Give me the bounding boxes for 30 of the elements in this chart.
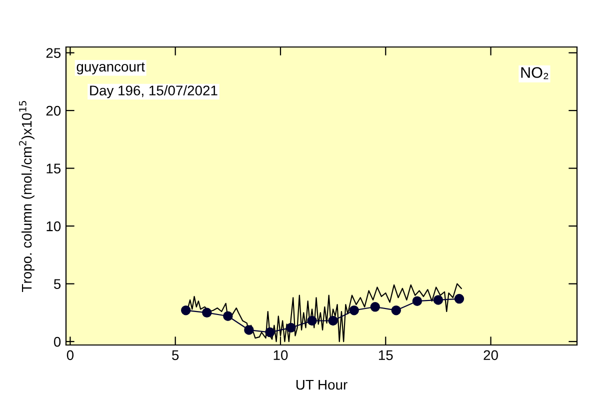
point	[202, 308, 212, 318]
y-tick-label: 5	[54, 279, 61, 289]
y-tick-label: 20	[46, 106, 61, 116]
point	[391, 305, 402, 316]
x-tick-label: 15	[378, 350, 393, 360]
y-tick-label: 15	[46, 164, 61, 174]
x-tick-label: 5	[172, 350, 179, 360]
annotation: guyancourt	[76, 62, 145, 74]
point	[307, 316, 317, 326]
y-tick-label: 10	[46, 221, 61, 232]
y-axis-title: Tropo. column (mol./cm$^{2}$)x10$^{15}$	[19, 101, 34, 292]
y-tick-label: 25	[46, 48, 61, 58]
point	[244, 325, 254, 335]
x-tick-label: 10	[274, 350, 288, 360]
x-tick-label: 0	[66, 350, 74, 360]
x-tick-label: 20	[484, 350, 498, 360]
point	[286, 322, 296, 333]
annotation: Day 196, 15/07/2021	[90, 85, 218, 98]
point	[433, 295, 444, 305]
point	[265, 327, 275, 338]
point	[181, 305, 191, 316]
point	[223, 311, 233, 321]
point	[454, 294, 464, 304]
point	[370, 302, 380, 312]
x-axis-title: UT Hour	[296, 380, 348, 390]
point	[328, 316, 338, 326]
point	[412, 296, 422, 306]
y-tick-label: 0	[54, 336, 61, 347]
annotation: NO₂	[521, 67, 548, 80]
point	[349, 305, 359, 316]
